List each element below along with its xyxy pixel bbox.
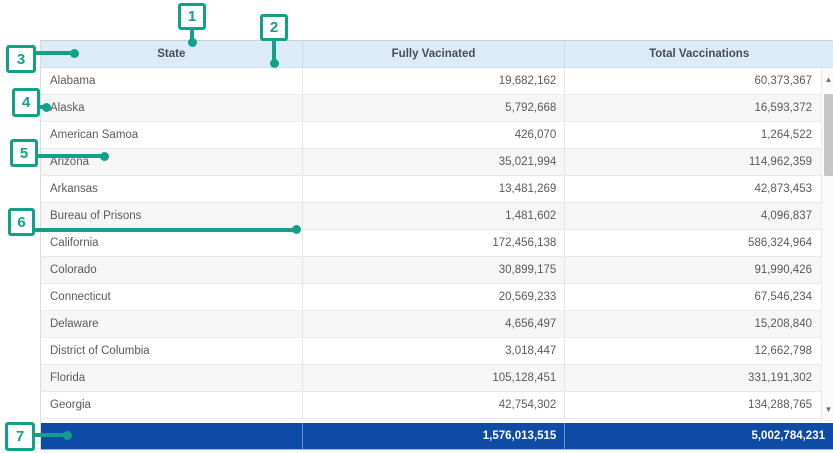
total-vaccinations-cell: 586,324,964 xyxy=(748,237,812,249)
totals-total-vaccinations: 5,002,784,231 xyxy=(751,430,825,442)
table-row[interactable]: Connecticut 20,569,233 67,546,234 xyxy=(41,284,833,311)
totals-row: 1,576,013,515 5,002,784,231 xyxy=(41,423,833,449)
vaccination-table: State Fully Vacinated Total Vaccinations… xyxy=(40,40,833,450)
total-vaccinations-cell: 12,662,798 xyxy=(754,345,812,357)
total-vaccinations-cell: 16,593,372 xyxy=(754,102,812,114)
table-row[interactable]: Colorado 30,899,175 91,990,426 xyxy=(41,257,833,284)
table-body: Alabama 19,682,162 60,373,367 Alaska 5,7… xyxy=(41,68,833,419)
fully-vaccinated-cell: 13,481,269 xyxy=(303,176,566,202)
state-cell: District of Columbia xyxy=(41,338,303,364)
state-cell: Arizona xyxy=(41,149,303,175)
fully-vaccinated-cell: 30,899,175 xyxy=(303,257,566,283)
total-vaccinations-cell: 60,373,367 xyxy=(754,75,812,87)
callout-7-dot xyxy=(63,431,72,440)
fully-vaccinated-cell: 172,456,138 xyxy=(303,230,566,256)
callout-5-dot xyxy=(100,152,109,161)
fully-vaccinated-cell: 5,792,668 xyxy=(303,95,566,121)
callout-3-stem xyxy=(35,51,73,55)
column-header-state[interactable]: State xyxy=(41,41,303,67)
table-row[interactable]: California 172,456,138 586,324,964 xyxy=(41,230,833,257)
state-cell: Bureau of Prisons xyxy=(41,203,303,229)
total-vaccinations-cell: 42,873,453 xyxy=(754,183,812,195)
fully-vaccinated-cell: 426,070 xyxy=(303,122,566,148)
state-cell: Arkansas xyxy=(41,176,303,202)
total-vaccinations-cell: 91,990,426 xyxy=(754,264,812,276)
state-cell: Alaska xyxy=(41,95,303,121)
fully-vaccinated-cell: 4,656,497 xyxy=(303,311,566,337)
callout-1-dot xyxy=(188,38,197,47)
callout-6-dot xyxy=(292,225,301,234)
total-vaccinations-cell: 15,208,840 xyxy=(754,318,812,330)
table-row[interactable]: Alabama 19,682,162 60,373,367 xyxy=(41,68,833,95)
table-row[interactable]: American Samoa 426,070 1,264,522 xyxy=(41,122,833,149)
callout-4-dot xyxy=(42,103,51,112)
fully-vaccinated-cell: 3,018,447 xyxy=(303,338,566,364)
scrollbar-thumb[interactable] xyxy=(824,94,833,176)
table-row[interactable]: Florida 105,128,451 331,191,302 xyxy=(41,365,833,392)
callout-5: 5 xyxy=(10,139,38,167)
total-vaccinations-cell: 67,546,234 xyxy=(754,291,812,303)
state-cell: Florida xyxy=(41,365,303,391)
callout-6: 6 xyxy=(8,208,35,236)
table-row[interactable]: Georgia 42,754,302 134,288,765 xyxy=(41,392,833,419)
state-cell: Colorado xyxy=(41,257,303,283)
callout-3-dot xyxy=(70,49,79,58)
totals-empty-cell xyxy=(41,423,303,449)
fully-vaccinated-cell: 42,754,302 xyxy=(303,392,566,418)
fully-vaccinated-cell: 20,569,233 xyxy=(303,284,566,310)
vertical-scrollbar[interactable]: ▲ ▼ xyxy=(821,68,833,421)
table-header-row: State Fully Vacinated Total Vaccinations xyxy=(41,41,833,68)
table-row[interactable]: Arkansas 13,481,269 42,873,453 xyxy=(41,176,833,203)
callout-2-dot xyxy=(270,59,279,68)
table-row[interactable]: Arizona 35,021,994 114,962,359 xyxy=(41,149,833,176)
total-vaccinations-cell: 134,288,765 xyxy=(748,399,812,411)
column-header-fully-vaccinated[interactable]: Fully Vacinated xyxy=(303,41,566,67)
table-row[interactable]: Bureau of Prisons 1,481,602 4,096,837 xyxy=(41,203,833,230)
table-row[interactable]: Delaware 4,656,497 15,208,840 xyxy=(41,311,833,338)
callout-4: 4 xyxy=(12,88,40,117)
callout-7: 7 xyxy=(5,422,35,451)
scroll-up-icon[interactable]: ▲ xyxy=(824,74,833,84)
total-vaccinations-cell: 1,264,522 xyxy=(760,129,812,141)
state-cell: California xyxy=(41,230,303,256)
column-header-total-vaccinations[interactable]: Total Vaccinations xyxy=(649,48,750,60)
state-cell: Delaware xyxy=(41,311,303,337)
table-row[interactable]: Alaska 5,792,668 16,593,372 xyxy=(41,95,833,122)
total-vaccinations-cell: 331,191,302 xyxy=(748,372,812,384)
total-vaccinations-cell: 114,962,359 xyxy=(748,156,812,168)
callout-3: 3 xyxy=(6,45,36,73)
fully-vaccinated-cell: 19,682,162 xyxy=(303,68,566,94)
callout-5-stem xyxy=(37,154,103,158)
callout-7-stem xyxy=(34,433,66,437)
fully-vaccinated-cell: 35,021,994 xyxy=(303,149,566,175)
scroll-down-icon[interactable]: ▼ xyxy=(824,404,833,414)
state-cell: Alabama xyxy=(41,68,303,94)
callout-1: 1 xyxy=(178,3,206,30)
table-footer-gap xyxy=(41,419,833,423)
totals-fully-vaccinated: 1,576,013,515 xyxy=(303,423,566,449)
total-vaccinations-cell: 4,096,837 xyxy=(760,210,812,222)
state-cell: American Samoa xyxy=(41,122,303,148)
callout-1-stem xyxy=(190,29,194,40)
callout-2-stem xyxy=(272,40,276,62)
callout-2: 2 xyxy=(260,14,288,41)
state-cell: Georgia xyxy=(41,392,303,418)
fully-vaccinated-cell: 1,481,602 xyxy=(303,203,566,229)
fully-vaccinated-cell: 105,128,451 xyxy=(303,365,566,391)
table-row[interactable]: District of Columbia 3,018,447 12,662,79… xyxy=(41,338,833,365)
callout-6-stem xyxy=(34,228,294,232)
state-cell: Connecticut xyxy=(41,284,303,310)
